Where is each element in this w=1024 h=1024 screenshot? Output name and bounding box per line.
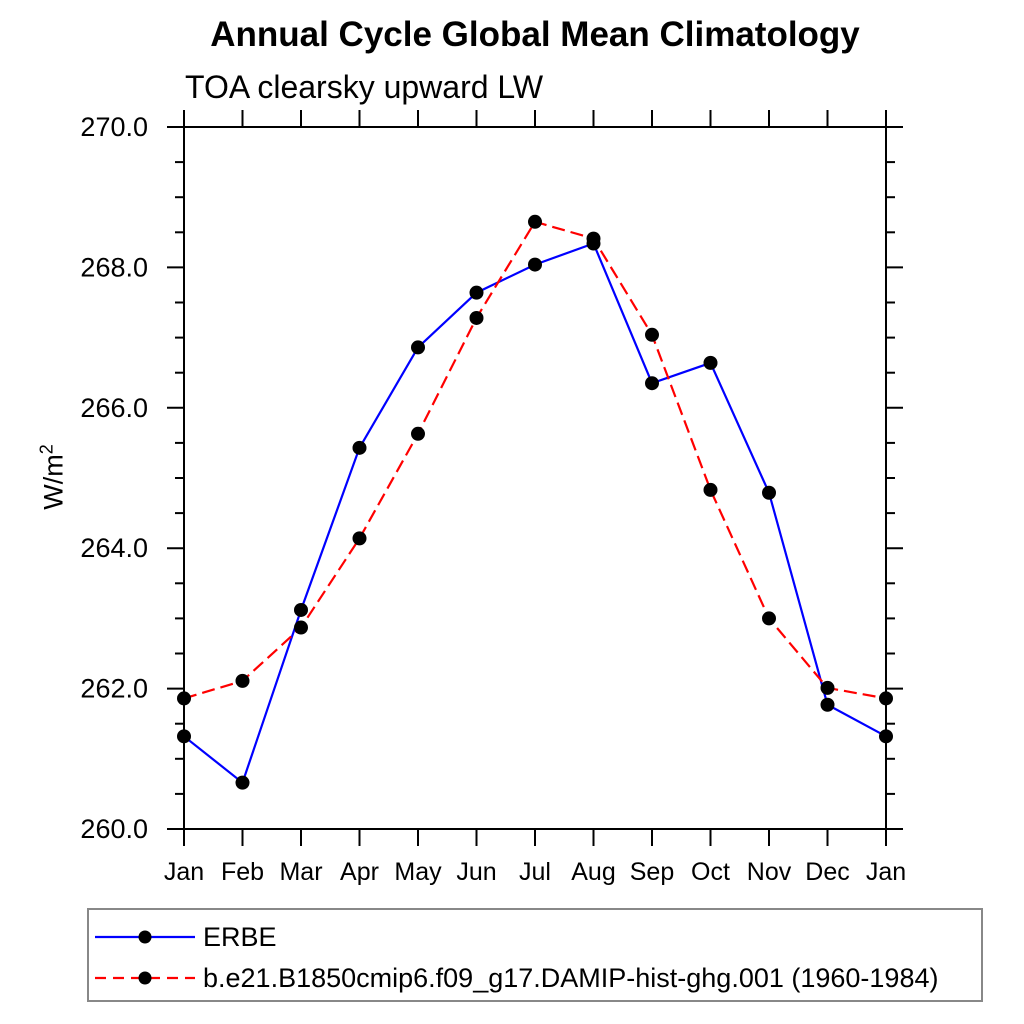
series-erbe-marker [703,355,718,370]
model-line-sample [95,971,195,985]
y-tick-label: 270.0 [80,112,148,142]
x-tick-label: Mar [279,858,322,886]
legend: ERBE b.e21.B1850cmip6.f09_g17.DAMIP-hist… [87,908,983,1002]
series-erbe-marker [879,729,893,744]
erbe-line-sample [95,930,195,944]
y-tick-label: 262.0 [80,674,148,704]
series-erbe-marker [469,285,484,300]
chart-subtitle: TOA clearsky upward LW [185,69,544,105]
series-erbe-marker [528,257,542,272]
series-erbe-marker [762,485,776,500]
y-tick-label: 260.0 [80,814,148,844]
y-tick-label: 266.0 [80,393,148,423]
series-erbe-marker [235,775,250,790]
series-erbe-marker [411,340,425,355]
series-model-marker [294,620,308,635]
x-tick-label: Dec [805,858,849,886]
legend-label-erbe: ERBE [203,921,277,952]
series-erbe-marker [352,440,367,455]
series-erbe-marker [177,729,191,744]
plot-border [183,126,887,830]
series-erbe-marker [294,602,308,617]
x-tick-label: Feb [221,858,264,886]
x-tick-label: Jan [164,858,204,886]
x-tick-label: Jun [456,858,496,886]
series-model-marker [235,673,250,688]
series-erbe-marker [820,697,835,712]
x-tick-label: Jan [866,858,906,886]
series-model-marker [411,426,425,441]
series-erbe-line [183,242,887,785]
series-model-marker [469,310,484,325]
x-tick-label: Oct [691,858,730,886]
series-model-marker [586,231,601,246]
x-tick-label: May [394,858,442,886]
series-model-line [183,220,887,700]
x-tick-label: Apr [340,858,379,886]
series-erbe-marker [645,376,659,391]
x-tick-label: Aug [571,858,615,886]
x-tick-label: Nov [747,858,792,886]
series-model-marker [645,327,659,342]
legend-label-model: b.e21.B1850cmip6.f09_g17.DAMIP-hist-ghg.… [203,962,939,993]
x-tick-label: Sep [630,858,674,886]
legend-entry-model: b.e21.B1850cmip6.f09_g17.DAMIP-hist-ghg.… [94,962,939,993]
x-tick-label: Jul [519,858,551,886]
y-tick-label: 264.0 [80,533,148,563]
legend-entry-erbe: ERBE [94,921,277,952]
series-model-marker [352,531,367,546]
model-sample-marker [138,971,152,985]
series-model-marker [762,611,776,626]
y-tick-label: 268.0 [80,252,148,282]
chart-title: Annual Cycle Global Mean Climatology [210,15,860,54]
erbe-sample-marker [138,930,152,944]
series-model-marker [879,691,893,706]
series-model-marker [177,691,191,706]
series-model-marker [528,214,542,229]
series-model-marker [820,680,835,695]
series-model-marker [703,482,718,497]
